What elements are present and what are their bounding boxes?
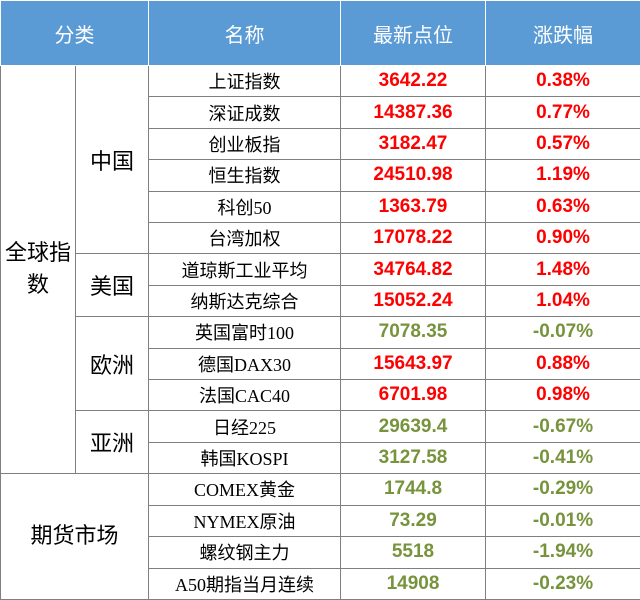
data-row: 台湾加权 17078.22 0.90% <box>1 222 640 255</box>
index-name: 科创50 <box>148 190 341 224</box>
data-row: 美国 道琼斯工业平均 34764.82 1.48% <box>1 253 640 318</box>
table-body: 全球指数 中国 上证指数 3642.22 0.38% 深证成数 14387.36 0.77% 创… <box>0 64 640 600</box>
header-cell: 涨跌幅 <box>485 0 640 66</box>
index-value: 29639.4 <box>340 410 486 443</box>
index-value: 3182.47 <box>340 127 486 161</box>
index-change: -0.29% <box>485 473 640 506</box>
group-label: 全球指数 <box>0 64 76 475</box>
index-name: COMEX黄金 <box>148 473 341 506</box>
index-change: 1.04% <box>485 284 640 318</box>
index-change: 0.90% <box>485 222 640 255</box>
index-value: 14908 <box>340 567 486 600</box>
data-row: A50期指当月连续 14908 -0.23% <box>1 567 640 600</box>
index-value: 7078.35 <box>340 316 486 349</box>
index-change: 1.48% <box>485 253 640 286</box>
data-row: 亚洲 日经225 29639.4 -0.67% <box>1 410 640 475</box>
index-change: 0.77% <box>485 96 640 129</box>
index-name: 德国DAX30 <box>148 347 341 381</box>
index-change: 0.98% <box>485 379 640 412</box>
data-row: 德国DAX30 15643.97 0.88% <box>1 347 640 381</box>
index-value: 34764.82 <box>340 253 486 286</box>
data-row: 纳斯达克综合 15052.24 1.04% <box>1 284 640 318</box>
subgroup-label: 中国 <box>75 64 149 255</box>
index-name: 深证成数 <box>148 96 341 129</box>
index-name: 上证指数 <box>148 64 341 98</box>
data-row: 科创50 1363.79 0.63% <box>1 190 640 224</box>
index-name: 韩国KOSPI <box>148 441 341 475</box>
index-value: 15643.97 <box>340 347 486 381</box>
index-name: 恒生指数 <box>148 159 341 192</box>
group-label: 期货市场 <box>0 473 149 600</box>
index-value: 3127.58 <box>340 441 486 475</box>
data-row: 欧洲 英国富时100 7078.35 -0.07% <box>1 316 640 412</box>
index-name: 日经225 <box>148 410 341 443</box>
index-name: 台湾加权 <box>148 222 341 255</box>
index-name: 纳斯达克综合 <box>148 284 341 318</box>
subgroup-label: 亚洲 <box>75 410 149 475</box>
header-cell: 最新点位 <box>340 0 486 66</box>
header-row: 分类 名称 最新点位 涨跌幅 <box>0 0 640 66</box>
index-value: 5518 <box>340 536 486 569</box>
index-value: 17078.22 <box>340 222 486 255</box>
index-name: A50期指当月连续 <box>148 567 341 600</box>
data-row: 韩国KOSPI 3127.58 -0.41% <box>1 441 640 475</box>
data-row: 期货市场 COMEX黄金 1744.8 -0.29% <box>0 473 640 600</box>
data-row: 创业板指 3182.47 0.57% <box>1 127 640 161</box>
index-change: 0.38% <box>485 64 640 98</box>
index-name: NYMEX原油 <box>148 504 341 538</box>
index-change: -0.07% <box>485 316 640 349</box>
index-name: 道琼斯工业平均 <box>148 253 341 286</box>
subgroup-label: 欧洲 <box>75 316 149 412</box>
index-change: -0.41% <box>485 441 640 475</box>
index-change: 1.19% <box>485 159 640 192</box>
index-name: 创业板指 <box>148 127 341 161</box>
index-name: 法国CAC40 <box>148 379 341 412</box>
index-change: -0.67% <box>485 410 640 443</box>
header-cell: 分类 <box>0 0 149 66</box>
index-value: 1363.79 <box>340 190 486 224</box>
index-change: -1.94% <box>485 536 640 569</box>
index-change: -0.01% <box>485 504 640 538</box>
header-cell: 名称 <box>148 0 341 66</box>
index-change: 0.88% <box>485 347 640 381</box>
index-value: 24510.98 <box>340 159 486 192</box>
index-name: 螺纹钢主力 <box>148 536 341 569</box>
index-change: -0.23% <box>485 567 640 600</box>
index-value: 6701.98 <box>340 379 486 412</box>
index-change: 0.63% <box>485 190 640 224</box>
index-value: 1744.8 <box>340 473 486 506</box>
index-value: 3642.22 <box>340 64 486 98</box>
index-value: 73.29 <box>340 504 486 538</box>
data-row: 螺纹钢主力 5518 -1.94% <box>1 536 640 569</box>
data-row: NYMEX原油 73.29 -0.01% <box>1 504 640 538</box>
index-name: 英国富时100 <box>148 316 341 349</box>
data-row: 法国CAC40 6701.98 0.98% <box>1 379 640 412</box>
data-row: 恒生指数 24510.98 1.19% <box>1 159 640 192</box>
index-value: 14387.36 <box>340 96 486 129</box>
subgroup-label: 美国 <box>75 253 149 318</box>
data-row: 全球指数 中国 上证指数 3642.22 0.38% <box>0 64 640 475</box>
index-change: 0.57% <box>485 127 640 161</box>
index-value: 15052.24 <box>340 284 486 318</box>
